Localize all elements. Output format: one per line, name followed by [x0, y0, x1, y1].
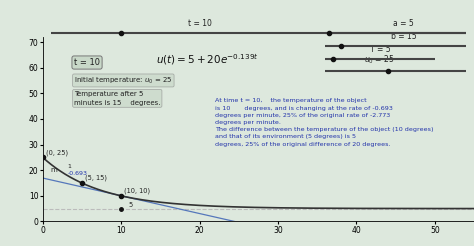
Text: 5: 5 — [129, 202, 133, 208]
Text: b = 15: b = 15 — [391, 32, 416, 41]
Text: Temperature after 5
minutes is 15    degrees.: Temperature after 5 minutes is 15 degree… — [74, 91, 161, 106]
Text: -0.693: -0.693 — [68, 171, 88, 176]
Text: $u(t) = 5 + 20e^{-0.139t}$: $u(t) = 5 + 20e^{-0.139t}$ — [156, 53, 259, 67]
Text: a = 5: a = 5 — [393, 19, 414, 28]
Text: At time t = 10,    the temperature of the object
is 10       degrees, and is cha: At time t = 10, the temperature of the o… — [215, 98, 434, 147]
Text: t = 10: t = 10 — [188, 19, 211, 28]
Text: t = 10: t = 10 — [74, 58, 100, 67]
Text: 1: 1 — [68, 164, 72, 169]
Text: m: m — [51, 167, 60, 173]
Text: (0, 25): (0, 25) — [46, 149, 68, 156]
Text: Initial temperature: $u_0$ = 25: Initial temperature: $u_0$ = 25 — [74, 75, 173, 86]
Text: T = 5: T = 5 — [370, 45, 390, 54]
Text: (5, 15): (5, 15) — [85, 175, 107, 181]
Text: $u_0$ = 25: $u_0$ = 25 — [365, 54, 395, 66]
Text: (10, 10): (10, 10) — [124, 188, 150, 194]
